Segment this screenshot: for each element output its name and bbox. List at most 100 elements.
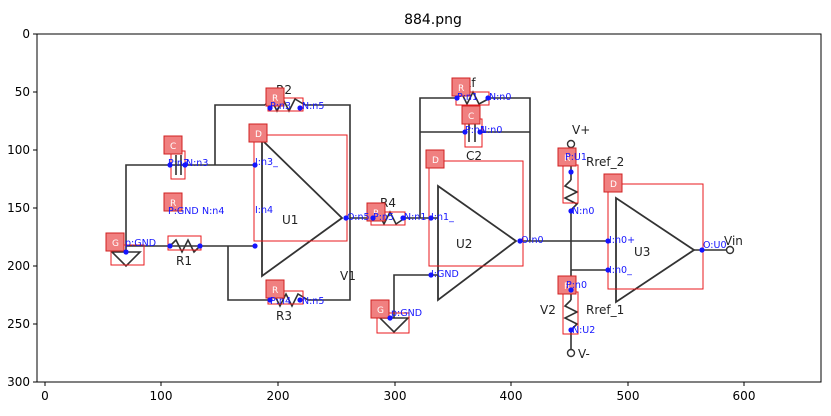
terminal-vminus — [566, 348, 576, 358]
detection-box-g2 — [376, 312, 410, 334]
detection-badge-c2 — [461, 105, 481, 125]
label-vin: Vin — [724, 234, 743, 248]
detection-box-d1 — [253, 134, 348, 242]
port-dot — [485, 95, 491, 101]
port-annotation: P:n4 — [270, 296, 291, 307]
capacitor-c1 — [175, 155, 182, 175]
resistor-rref1 — [563, 299, 579, 331]
detection-badge-label: D — [610, 180, 617, 190]
terminal-vin — [725, 245, 735, 255]
port-annotation: N:n1 — [404, 212, 426, 223]
opamp-u1 — [261, 137, 344, 278]
detection-box-d2 — [428, 160, 524, 267]
port-dot — [428, 215, 434, 221]
x-tick-label: 100 — [150, 389, 173, 403]
y-tick-label: 200 — [7, 259, 30, 273]
port-dot — [123, 249, 129, 255]
label-vminus: V- — [578, 347, 590, 361]
port-annotation: N:n3 — [186, 158, 208, 169]
port-dot — [167, 162, 173, 168]
detection-badge-label: R — [564, 282, 570, 292]
resistor-rref2 — [563, 179, 579, 211]
detection-badge-d3 — [603, 173, 623, 193]
port-annotation: I:n4 — [255, 205, 273, 216]
label-c2: C2 — [466, 149, 482, 163]
x-tick-label: 300 — [384, 389, 407, 403]
label-u1: U1 — [282, 213, 298, 227]
port-dot — [517, 238, 523, 244]
y-tick-label: 300 — [7, 375, 30, 389]
port-dot — [568, 287, 574, 293]
detection-badge-c1 — [163, 135, 183, 155]
port-dot — [252, 243, 258, 249]
detection-badge-r2 — [265, 87, 285, 107]
port-dot — [605, 238, 611, 244]
port-annotation: I:n0+ — [609, 235, 635, 246]
port-dot — [699, 247, 705, 253]
detection-badge-label: C — [468, 112, 474, 122]
port-annotation: N:n5 — [302, 296, 324, 307]
detection-badge-d2 — [425, 149, 445, 169]
port-annotation: I:GND — [431, 269, 459, 280]
wire — [419, 97, 455, 218]
resistor-r1 — [169, 238, 201, 254]
detection-overlay: G C R R R D R G R C D R R D — [105, 77, 727, 336]
port-dot — [568, 208, 574, 214]
port-annotation: I:n1_ — [431, 212, 454, 223]
detection-badge-rf — [451, 77, 471, 97]
port-annotation: P:U1 — [565, 152, 587, 163]
detection-badge-r1 — [163, 192, 183, 212]
detection-badge-r3 — [265, 279, 285, 299]
label-r1: R1 — [176, 254, 192, 268]
wire — [305, 104, 351, 218]
detection-badge-label: R — [373, 209, 379, 219]
port-annotation: P:n3 — [270, 101, 291, 112]
label-v1: V1 — [340, 269, 356, 283]
y-tick-label: 50 — [15, 85, 30, 99]
port-dot — [462, 129, 468, 135]
port-annotation: P:n0 — [566, 280, 587, 291]
label-v2: V2 — [540, 303, 556, 317]
port-dot — [605, 267, 611, 273]
port-annotation: p:GND — [125, 238, 156, 249]
detection-badge-d1 — [248, 123, 268, 143]
port-annotation: N:n0 — [489, 92, 511, 103]
wire — [490, 97, 531, 241]
x-tick-label: 200 — [267, 389, 290, 403]
detection-badge-g2 — [370, 299, 390, 319]
port-dot — [167, 243, 173, 249]
y-axis: 0 50 100 150 200 250 300 — [7, 27, 37, 389]
port-dot — [343, 215, 349, 221]
port-annotation: P:n3 — [168, 158, 189, 169]
x-tick-label: 400 — [500, 389, 523, 403]
schematic: U1 V1 C1 R1 R2 R3 R4 Rf C2 U — [110, 76, 743, 361]
port-dot — [477, 129, 483, 135]
x-tick-label: 0 — [41, 389, 49, 403]
port-annotation: N:U2 — [572, 325, 595, 336]
detection-badge-label: D — [255, 130, 262, 140]
wire — [214, 104, 265, 165]
port-annotation: I:n3_ — [255, 157, 278, 168]
opamp-u3 — [615, 196, 696, 304]
port-annotation: p:GND — [391, 308, 422, 319]
port-dot — [267, 105, 273, 111]
port-dot — [454, 95, 460, 101]
port-dot — [568, 327, 574, 333]
wire — [227, 246, 268, 301]
port-annotation: N:n0 — [480, 125, 502, 136]
label-u3: U3 — [634, 245, 650, 259]
detection-badge-g1 — [105, 232, 125, 252]
figure-title: 884.png — [404, 12, 462, 28]
detection-box-g1 — [110, 244, 145, 266]
port-dot — [297, 297, 303, 303]
y-tick-label: 150 — [7, 201, 30, 215]
port-annotation: P:n5 — [373, 212, 394, 223]
x-axis: 0 100 200 300 400 500 600 — [41, 382, 755, 403]
port-annotation: O:U0 — [703, 240, 727, 251]
label-r3: R3 — [276, 309, 292, 323]
port-annotation: N:n5 — [302, 101, 324, 112]
port-dot — [252, 162, 258, 168]
detection-badge-label: R — [272, 94, 278, 104]
y-tick-label: 100 — [7, 143, 30, 157]
terminal-vplus — [566, 139, 576, 149]
